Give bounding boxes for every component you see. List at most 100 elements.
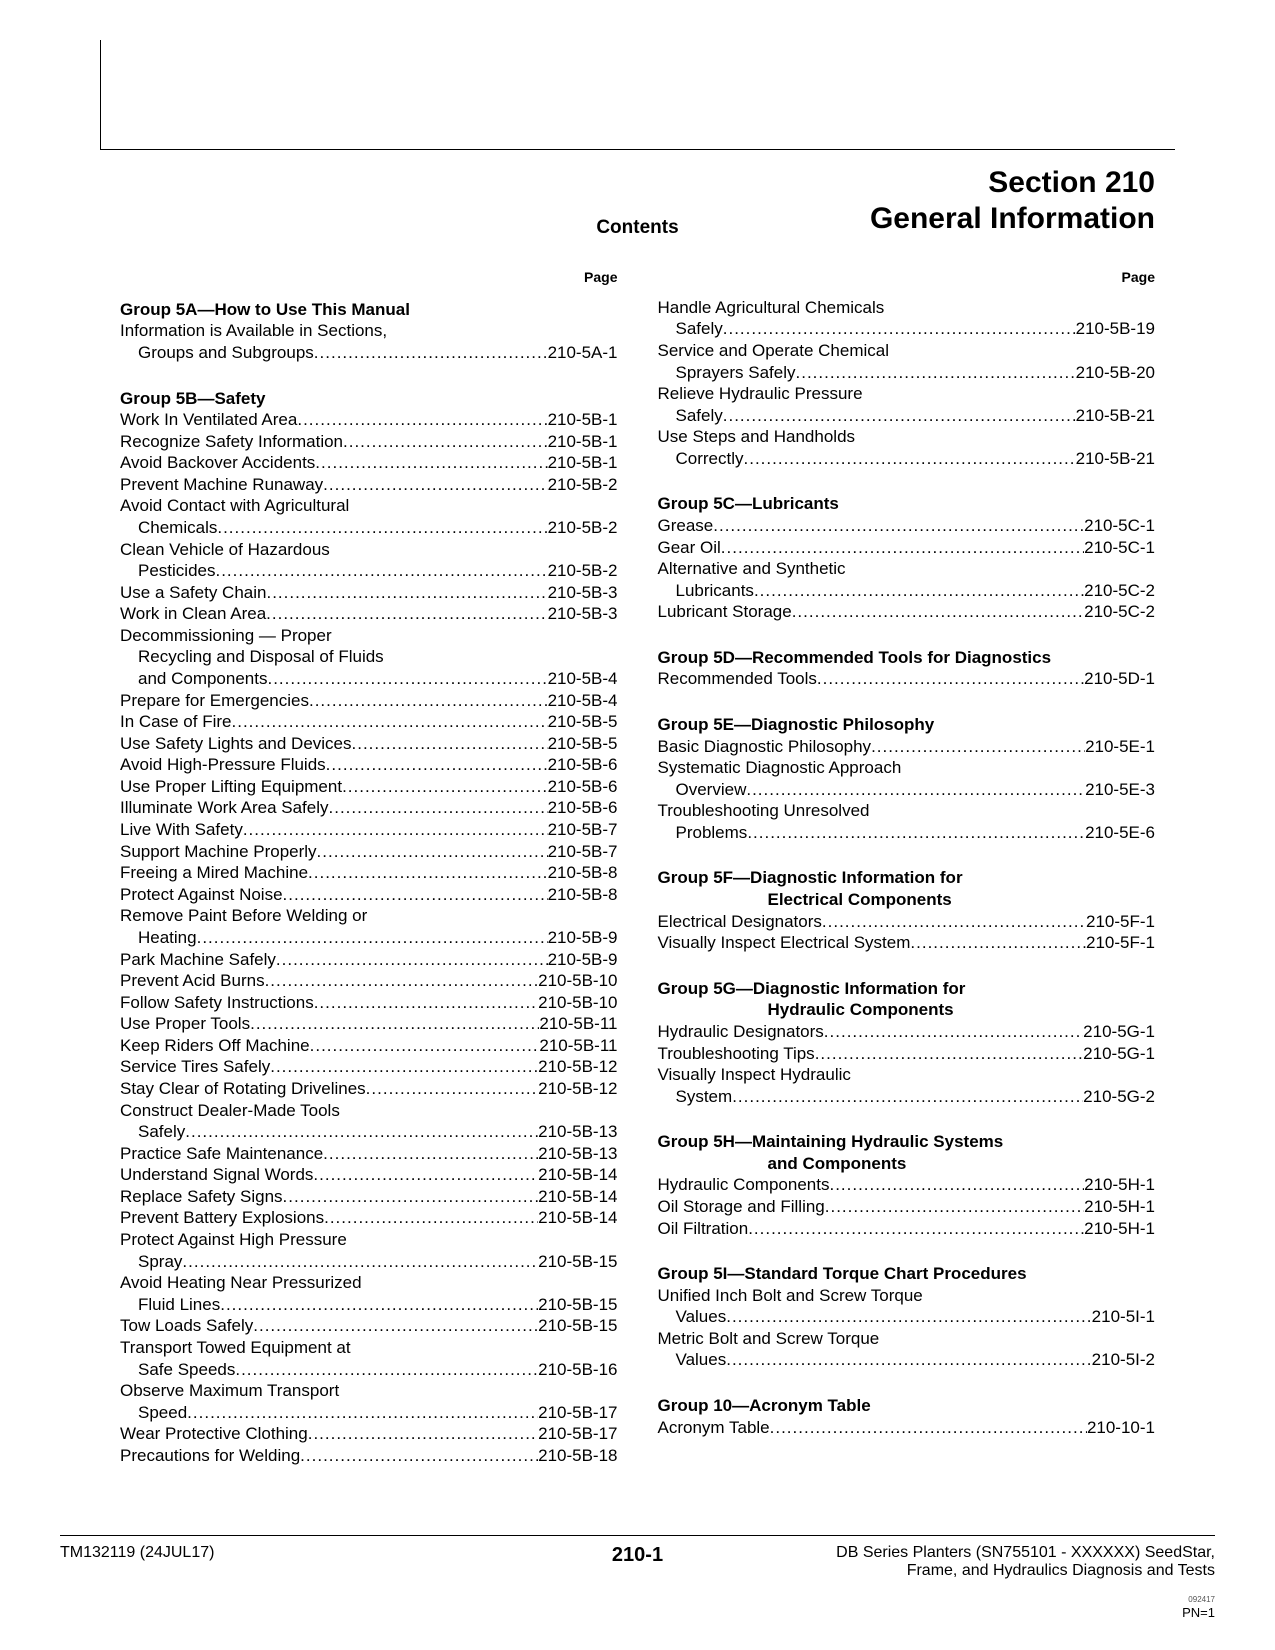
toc-entry: Safely210-5B-13: [120, 1121, 618, 1143]
toc-dots: [310, 1035, 540, 1057]
toc-entry-line: Protect Against High Pressure: [120, 1229, 618, 1251]
toc-entry: Acronym Table210-10-1: [658, 1417, 1156, 1439]
toc-entry: Work in Clean Area210-5B-3: [120, 603, 618, 625]
toc-entry: Use Safety Lights and Devices210-5B-5: [120, 733, 618, 755]
toc-entry-label: Prevent Battery Explosions: [120, 1207, 324, 1229]
toc-dots: [342, 776, 548, 798]
footer-pn: PN=1: [1182, 1605, 1215, 1620]
toc-entry-page: 210-5B-10: [538, 970, 617, 992]
toc-entry-page: 210-5B-9: [548, 949, 618, 971]
toc-entry: Prevent Machine Runaway210-5B-2: [120, 474, 618, 496]
top-frame: [100, 40, 1175, 150]
toc-dots: [283, 1186, 539, 1208]
footer-right-1: DB Series Planters (SN755101 - XXXXXX) S…: [836, 1544, 1215, 1561]
toc-entry: Troubleshooting Tips210-5G-1: [658, 1043, 1156, 1065]
toc-entry: Pesticides210-5B-2: [120, 560, 618, 582]
page-label-left: Page: [120, 269, 618, 287]
group-title: Group 10—Acronym Table: [658, 1395, 1156, 1417]
toc-entry-page: 210-5B-11: [539, 1035, 617, 1057]
toc-entry-label: Lubricant Storage: [658, 601, 792, 623]
toc-entry: Prepare for Emergencies210-5B-4: [120, 690, 618, 712]
footer-right: DB Series Planters (SN755101 - XXXXXX) S…: [663, 1544, 1215, 1580]
toc-entry-page: 210-5H-1: [1084, 1218, 1155, 1240]
toc-entry-page: 210-5B-12: [538, 1056, 617, 1078]
toc-entry: Precautions for Welding210-5B-18: [120, 1445, 618, 1467]
toc-entry-page: 210-5F-1: [1086, 911, 1155, 933]
spacer: [658, 469, 1156, 481]
toc-entry-page: 210-5H-1: [1084, 1174, 1155, 1196]
page-number-block: 092417 PN=1: [1182, 1591, 1215, 1620]
toc-entry-label: Recognize Safety Information: [120, 431, 343, 453]
toc-entry-page: 210-5B-3: [548, 603, 618, 625]
toc-entry-label: Prevent Acid Burns: [120, 970, 265, 992]
toc-entry-label: Stay Clear of Rotating Drivelines: [120, 1078, 366, 1100]
toc-entry-page: 210-5E-1: [1085, 736, 1155, 758]
toc-dots: [343, 431, 548, 453]
toc-entry-page: 210-5B-7: [548, 819, 618, 841]
toc-entry-label: Values: [676, 1306, 727, 1328]
toc-entry-label: Illuminate Work Area Safely: [120, 797, 329, 819]
toc-entry: Replace Safety Signs210-5B-14: [120, 1186, 618, 1208]
toc-dots: [323, 1143, 538, 1165]
group-title-cont: Hydraulic Components: [658, 999, 1156, 1021]
toc-entry-page: 210-5B-15: [538, 1315, 617, 1337]
toc-entry-label: Pesticides: [138, 560, 215, 582]
toc-dots: [366, 1078, 538, 1100]
toc-dots: [232, 711, 548, 733]
toc-entry-label: Replace Safety Signs: [120, 1186, 283, 1208]
toc-entry-page: 210-5G-2: [1083, 1086, 1155, 1108]
toc-entry-page: 210-5B-14: [538, 1164, 617, 1186]
toc-entry-page: 210-5B-1: [548, 431, 618, 453]
toc-entry-label: Safely: [676, 405, 723, 427]
footer-center: 210-1: [612, 1544, 663, 1580]
toc-dots: [243, 819, 548, 841]
toc-entry-page: 210-5B-10: [538, 992, 617, 1014]
toc-entry-label: Values: [676, 1349, 727, 1371]
toc-entry: Practice Safe Maintenance210-5B-13: [120, 1143, 618, 1165]
spacer: [658, 690, 1156, 702]
toc-entry-page: 210-5B-5: [548, 733, 618, 755]
toc-entry-label: Electrical Designators: [658, 911, 822, 933]
toc-dots: [748, 1218, 1084, 1240]
toc-dots: [770, 1417, 1087, 1439]
toc-dots: [754, 580, 1084, 602]
toc-entry-page: 210-5B-21: [1076, 448, 1155, 470]
toc-entry-page: 210-5B-16: [538, 1359, 617, 1381]
toc-entry-page: 210-5B-15: [538, 1251, 617, 1273]
toc-entry: Oil Filtration 210-5H-1: [658, 1218, 1156, 1240]
toc-dots: [313, 1164, 538, 1186]
toc-entry-label: Visually Inspect Electrical System: [658, 932, 911, 954]
toc-entry: Support Machine Properly210-5B-7: [120, 841, 618, 863]
toc-dots: [747, 822, 1085, 844]
toc-dots: [314, 342, 548, 364]
toc-entry: and Components210-5B-4: [120, 668, 618, 690]
toc-entry-label: Avoid High-Pressure Fluids: [120, 754, 326, 776]
toc-entry-page: 210-5C-1: [1084, 515, 1155, 537]
toc-entry-label: Fluid Lines: [138, 1294, 220, 1316]
toc-entry-label: Oil Filtration: [658, 1218, 749, 1240]
toc-dots: [825, 1196, 1084, 1218]
toc-entry-label: Basic Diagnostic Philosophy: [658, 736, 872, 758]
toc-entry: Park Machine Safely 210-5B-9: [120, 949, 618, 971]
toc-entry-line: Clean Vehicle of Hazardous: [120, 539, 618, 561]
toc-entry-page: 210-5B-2: [548, 474, 618, 496]
toc-entry-page: 210-5F-1: [1086, 932, 1155, 954]
toc-entry: Recommended Tools210-5D-1: [658, 668, 1156, 690]
toc-entry-label: In Case of Fire: [120, 711, 232, 733]
toc-entry-line: Information is Available in Sections,: [120, 320, 618, 342]
toc-entry-label: Use Proper Tools: [120, 1013, 250, 1035]
toc-dots: [314, 992, 538, 1014]
toc-dots: [276, 949, 548, 971]
toc-entry-label: Hydraulic Components: [658, 1174, 830, 1196]
toc-dots: [283, 884, 548, 906]
toc-dots: [822, 911, 1086, 933]
toc-entry-line: Alternative and Synthetic: [658, 558, 1156, 580]
toc-entry-label: Correctly: [676, 448, 744, 470]
toc-entry-label: Hydraulic Designators: [658, 1021, 824, 1043]
toc-entry-label: Park Machine Safely: [120, 949, 276, 971]
toc-entry: Oil Storage and Filling210-5H-1: [658, 1196, 1156, 1218]
group-title: Group 5G—Diagnostic Information for: [658, 978, 1156, 1000]
toc-entry: Use Proper Lifting Equipment210-5B-6: [120, 776, 618, 798]
toc-entry: Values210-5I-2: [658, 1349, 1156, 1371]
toc-entry-page: 210-5B-19: [1076, 318, 1155, 340]
